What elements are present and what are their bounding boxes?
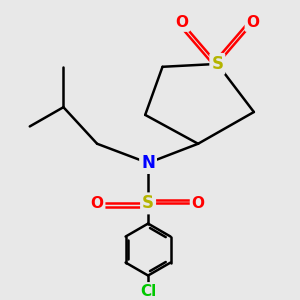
Text: N: N bbox=[141, 154, 155, 172]
Text: O: O bbox=[175, 15, 188, 30]
Text: O: O bbox=[192, 196, 205, 211]
Text: S: S bbox=[142, 194, 154, 212]
Text: O: O bbox=[246, 15, 260, 30]
Text: S: S bbox=[211, 55, 223, 73]
Text: Cl: Cl bbox=[140, 284, 156, 299]
Text: O: O bbox=[91, 196, 103, 211]
